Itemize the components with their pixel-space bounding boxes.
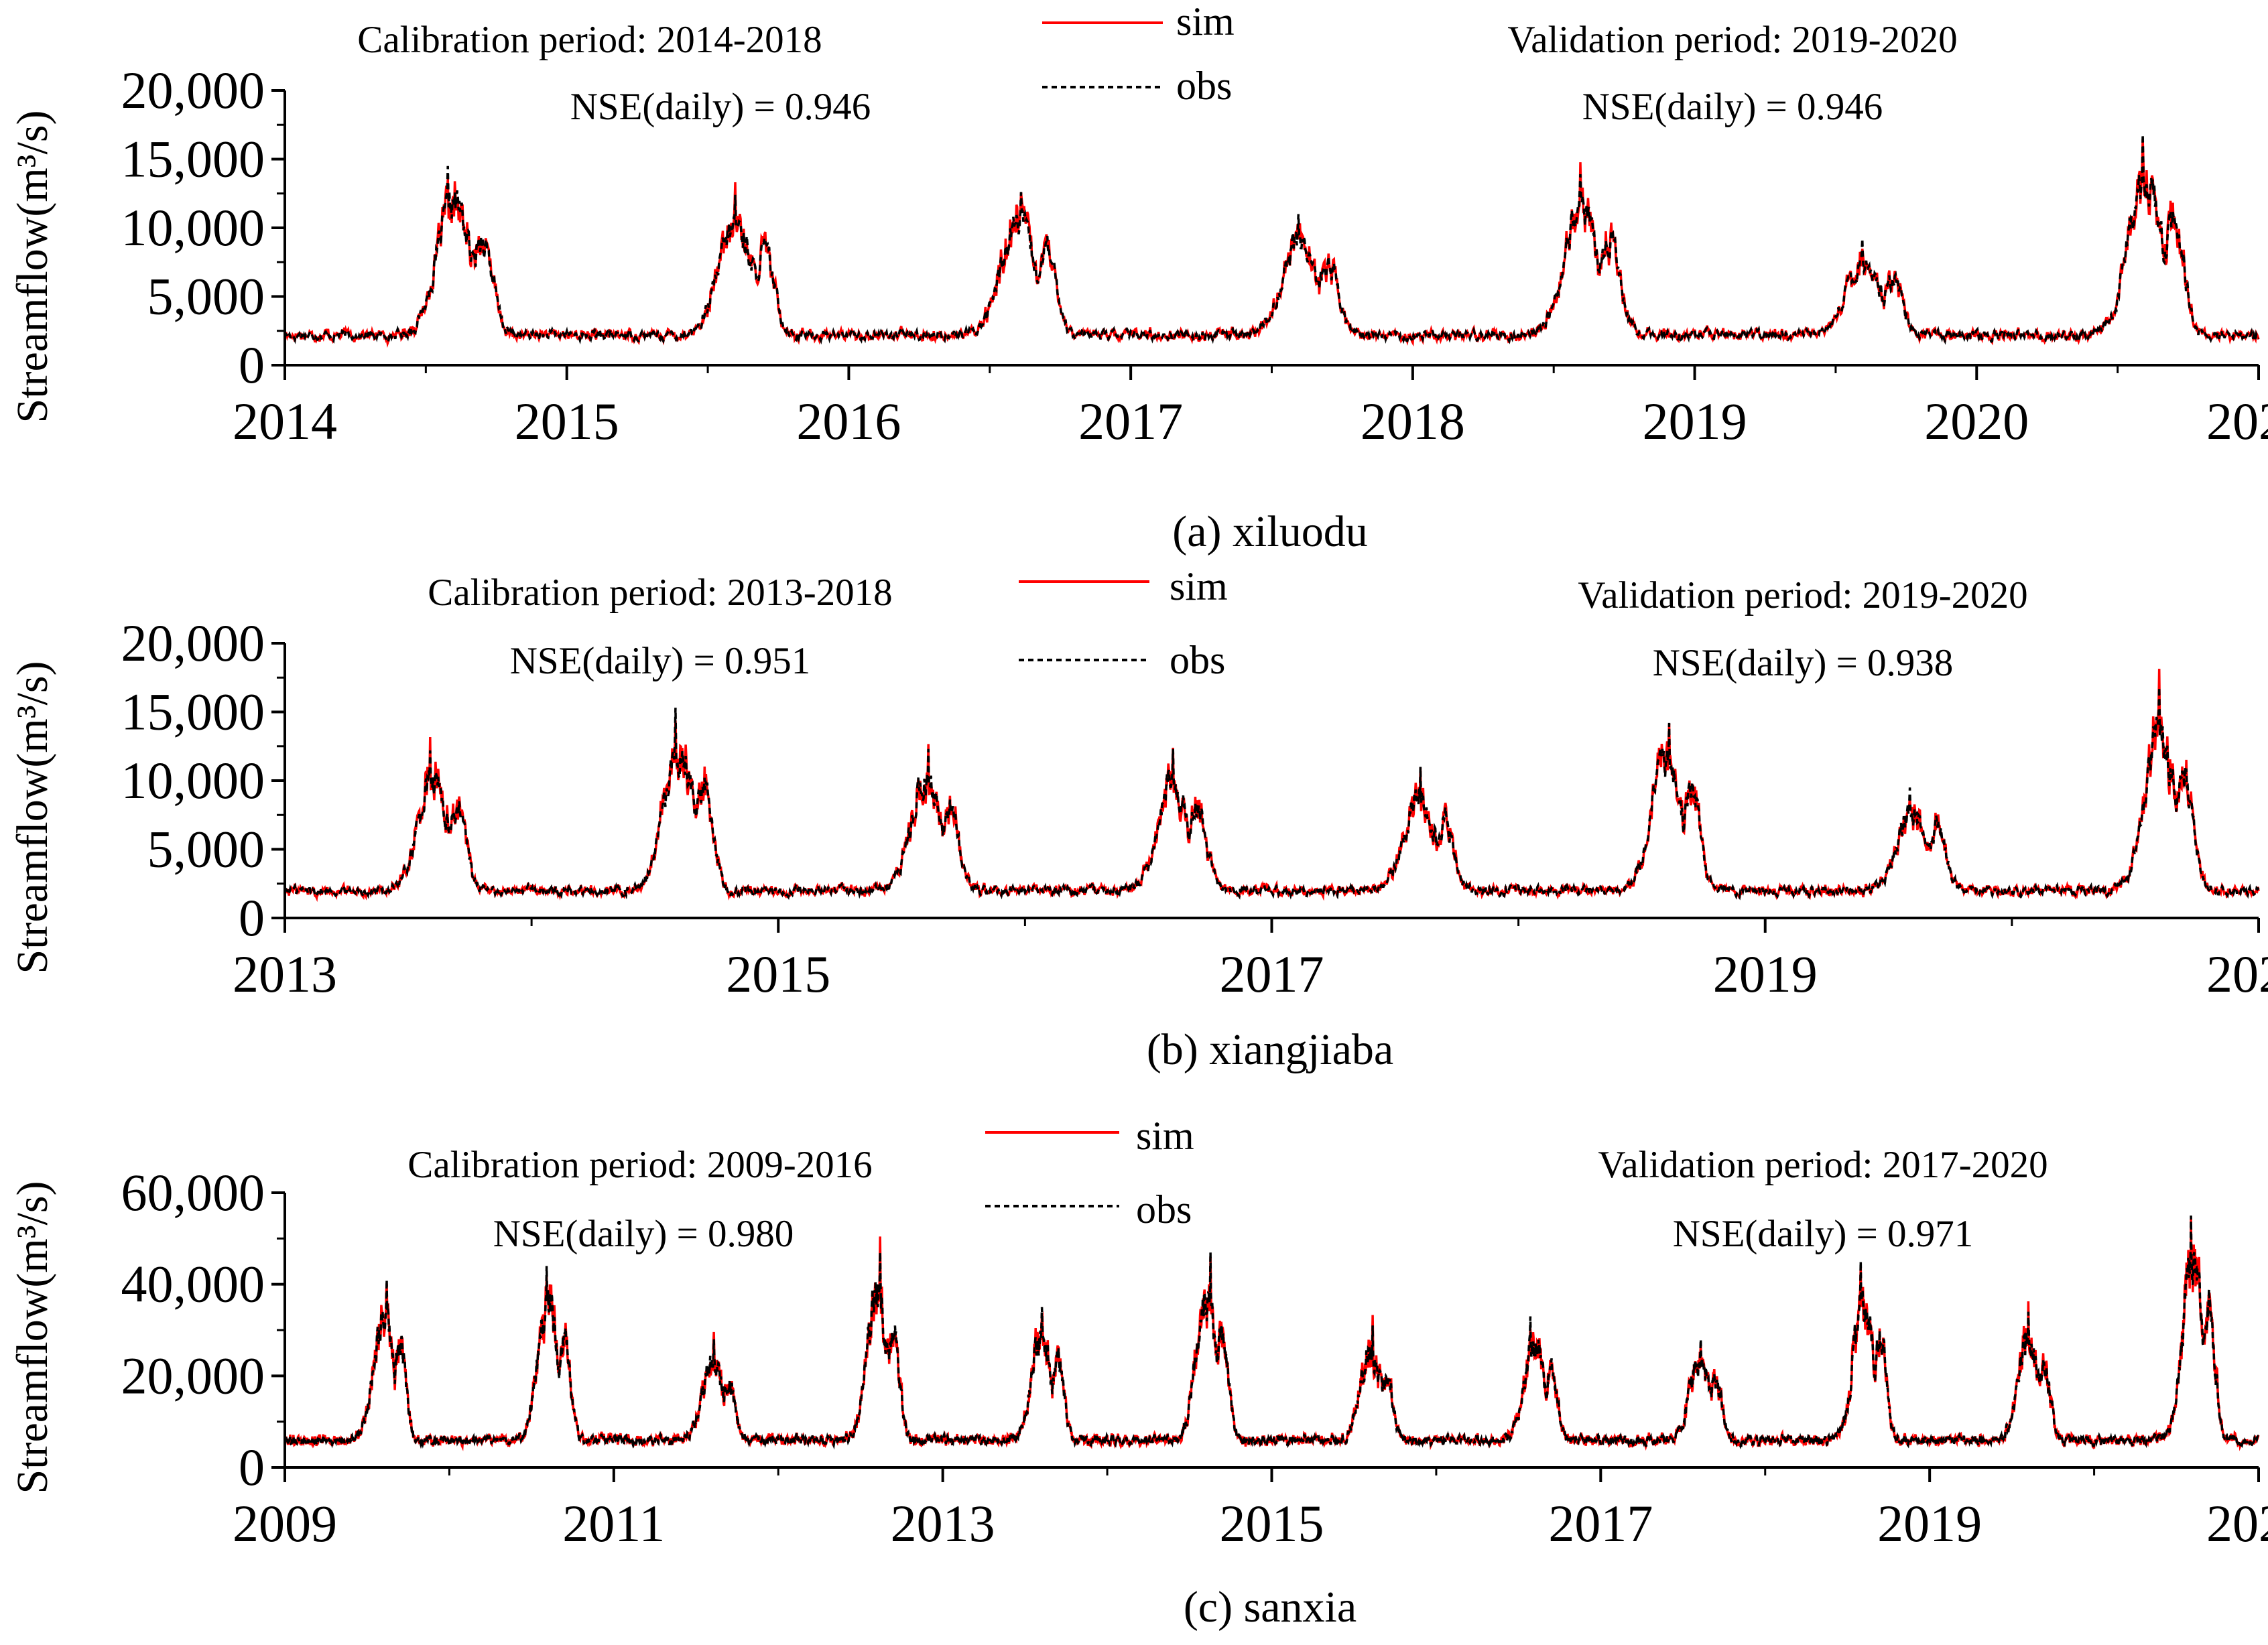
panel-a-x-tick-label: 2021: [2206, 392, 2268, 450]
panel-b-calibration-nse: NSE(daily) = 0.951: [510, 640, 811, 682]
panel-c-legend-obs-label: obs: [1136, 1187, 1192, 1232]
panel-a-x-tick-label: 2015: [515, 392, 619, 450]
panel-c-x-tick-label: 2019: [1877, 1494, 1982, 1553]
panel-b-legend: sim obs: [1019, 564, 1228, 682]
panel-c-axes: 0 20,000 40,000 60,000 2009 2011 2013 2015 2017 2…: [121, 1163, 2268, 1553]
panel-b-x-tick-label: 2013: [233, 945, 337, 1003]
panel-a-x-tick-label: 2016: [796, 392, 901, 450]
panel-c-x-tick-label: 2017: [1548, 1494, 1653, 1553]
panel-a-y-axis-label: Streamflow(m³/s): [8, 110, 57, 423]
panel-c-y-tick-label: 40,000: [121, 1255, 265, 1313]
panel-c-x-tick-label: 2011: [562, 1494, 665, 1553]
panel-a-y-tick-label: 15,000: [121, 130, 265, 188]
panel-a-y-tick-label: 5,000: [147, 267, 265, 326]
panel-c-legend-sim-label: sim: [1136, 1114, 1194, 1158]
panel-a-validation-label: Validation period: 2019-2020: [1507, 19, 1957, 61]
panel-c-sanxia: 0 20,000 40,000 60,000 2009 2011 2013 2015 2017 2…: [8, 1114, 2268, 1632]
panel-a-legend-sim-label: sim: [1176, 0, 1235, 44]
panel-b-axes: 0 5,000 10,000 15,000 20,000 2013 2015 2017 2019…: [121, 614, 2268, 1003]
panel-a-calibration-nse: NSE(daily) = 0.946: [570, 86, 871, 128]
panel-c-x-tick-label: 2009: [233, 1494, 337, 1553]
panel-b-x-tick-label: 2015: [726, 945, 830, 1003]
panel-c-validation-nse: NSE(daily) = 0.971: [1673, 1213, 1974, 1255]
panel-a-x-tick-label: 2014: [233, 392, 337, 450]
panel-a-y-tick-label: 10,000: [121, 198, 265, 257]
panel-c-series-sim-line: [284, 1218, 2260, 1451]
panel-c-caption: (c) sanxia: [1184, 1583, 1357, 1632]
panel-b-x-tick-label: 2019: [1713, 945, 1818, 1003]
panel-c-calibration-nse: NSE(daily) = 0.980: [493, 1213, 794, 1255]
panel-c-y-tick-label: 20,000: [121, 1346, 265, 1404]
panel-b-caption: (b) xiangjiaba: [1147, 1025, 1393, 1074]
panel-a-series-obs-line: [284, 134, 2259, 345]
panel-a-series: [284, 134, 2260, 348]
panel-b-y-tick-label: 0: [239, 889, 265, 947]
panel-b-x-tick-label: 2021: [2206, 945, 2268, 1003]
panel-c-y-tick-label: 0: [239, 1438, 265, 1496]
panel-b-legend-obs-label: obs: [1170, 638, 1225, 682]
panel-c-series-obs-line: [284, 1215, 2259, 1450]
panel-b-y-tick-label: 10,000: [121, 751, 265, 809]
panel-c-y-axis-label: Streamflow(m³/s): [8, 1181, 57, 1494]
panel-c-x-tick-label: 2013: [891, 1494, 995, 1553]
panel-c-validation-label: Validation period: 2017-2020: [1598, 1144, 2048, 1186]
panel-b-legend-sim-label: sim: [1170, 564, 1228, 608]
panel-b-y-tick-label: 20,000: [121, 614, 265, 672]
panel-a-axes: 0 5,000 10,000 15,000 20,000 2014 2015 2016 2017…: [121, 61, 2268, 450]
panel-b-validation-nse: NSE(daily) = 0.938: [1653, 642, 1954, 684]
panel-a-x-tick-label: 2020: [1924, 392, 2029, 450]
panel-b-series-obs-line: [284, 687, 2260, 901]
panel-b-y-axis-label: Streamflow(m³/s): [8, 661, 57, 974]
panel-b-series-sim-line: [284, 669, 2260, 903]
panel-c-y-tick-label: 60,000: [121, 1163, 265, 1222]
panel-c-x-tick-label: 2015: [1220, 1494, 1324, 1553]
panel-b-series: [284, 669, 2260, 903]
panel-a-calibration-label: Calibration period: 2014-2018: [357, 19, 822, 61]
panel-a-legend-obs-label: obs: [1176, 64, 1232, 108]
panel-b-calibration-label: Calibration period: 2013-2018: [428, 572, 892, 614]
panel-a-validation-nse: NSE(daily) = 0.946: [1582, 86, 1883, 128]
panel-c-x-tick-label: 2021: [2206, 1494, 2268, 1553]
panel-a-x-tick-label: 2018: [1361, 392, 1465, 450]
panel-b-xiangjiaba: 0 5,000 10,000 15,000 20,000 2013 2015 2017 2019…: [8, 564, 2268, 1074]
panel-a-legend: sim obs: [1042, 0, 1235, 108]
panel-b-x-tick-label: 2017: [1220, 945, 1324, 1003]
panel-c-series: [284, 1215, 2260, 1451]
panel-c-legend: sim obs: [985, 1114, 1194, 1232]
panel-b-y-tick-label: 15,000: [121, 683, 265, 741]
panel-a-x-tick-label: 2019: [1643, 392, 1747, 450]
panel-a-caption: (a) xiluodu: [1172, 507, 1367, 556]
panel-a-y-tick-label: 0: [239, 336, 265, 394]
panel-a-xiluodu: 0 5,000 10,000 15,000 20,000 2014 2015 2016 2017…: [8, 0, 2268, 556]
panel-b-y-tick-label: 5,000: [147, 820, 265, 878]
panel-c-calibration-label: Calibration period: 2009-2016: [407, 1144, 872, 1186]
panel-a-x-tick-label: 2017: [1078, 392, 1183, 450]
panel-a-y-tick-label: 20,000: [121, 61, 265, 119]
panel-b-validation-label: Validation period: 2019-2020: [1578, 574, 2027, 616]
